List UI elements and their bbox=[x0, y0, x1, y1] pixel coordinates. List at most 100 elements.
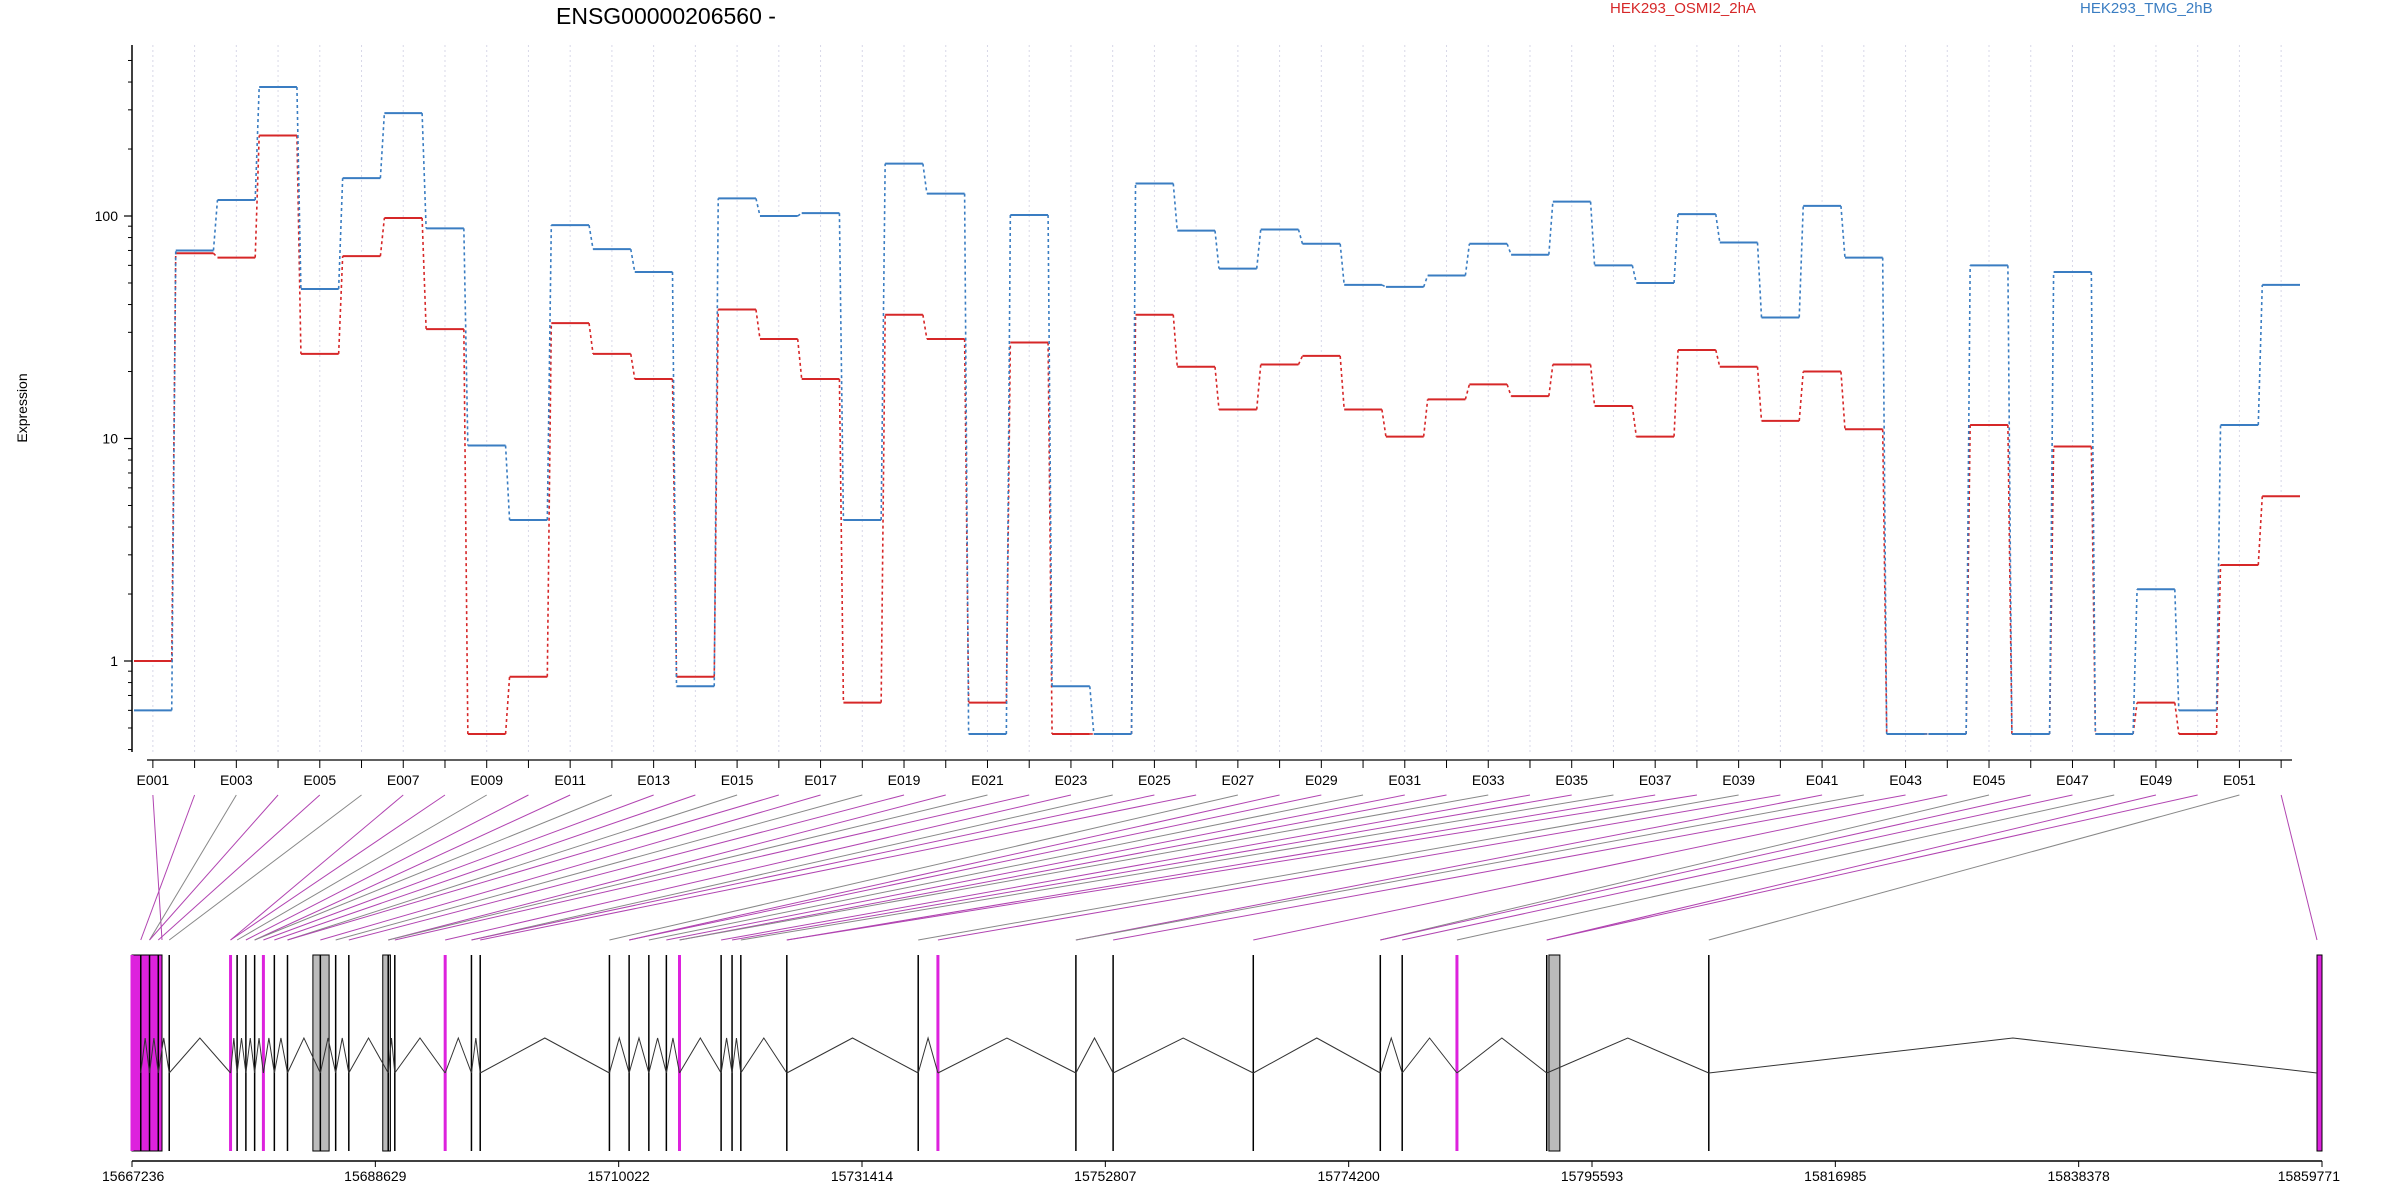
x-tick-label: E047 bbox=[2056, 772, 2089, 788]
series-connector bbox=[963, 338, 970, 703]
intron-line bbox=[648, 1037, 667, 1074]
series-connector bbox=[2048, 272, 2055, 734]
exon-connector bbox=[1380, 794, 1990, 941]
series-connector bbox=[1005, 215, 1012, 734]
series-connector bbox=[1381, 284, 1387, 288]
series-connector bbox=[1506, 384, 1512, 397]
exon-connector bbox=[648, 794, 1364, 941]
x-tick-label: E035 bbox=[1555, 772, 1588, 788]
exon-connector bbox=[335, 794, 863, 941]
exon-connector bbox=[274, 794, 696, 941]
series-connector bbox=[1339, 355, 1345, 410]
exon-connector bbox=[1253, 794, 1948, 941]
intron-line bbox=[230, 1037, 238, 1074]
x-tick-label: E007 bbox=[387, 772, 420, 788]
series-connector bbox=[337, 256, 344, 354]
series-connector bbox=[1714, 349, 1721, 367]
exon-connector bbox=[254, 794, 613, 941]
x-tick-label: E029 bbox=[1305, 772, 1338, 788]
series-connector bbox=[2132, 702, 2138, 735]
series-connector bbox=[838, 379, 845, 703]
series-connector bbox=[1673, 349, 1679, 437]
series-connector bbox=[1631, 265, 1638, 284]
series-connector bbox=[880, 314, 886, 703]
x-tick-label: E039 bbox=[1722, 772, 1755, 788]
x-tick-label: E037 bbox=[1639, 772, 1672, 788]
series-connector bbox=[1255, 229, 1262, 269]
x-tick-label: E041 bbox=[1806, 772, 1839, 788]
series-connector bbox=[713, 309, 720, 677]
exon-connector bbox=[287, 794, 738, 941]
exon-connector bbox=[731, 794, 1572, 941]
exon-connector bbox=[786, 794, 1656, 941]
intron-line bbox=[917, 1036, 939, 1074]
intron-line bbox=[444, 1036, 472, 1074]
x-tick-label: E017 bbox=[804, 772, 837, 788]
series-connector bbox=[1381, 409, 1387, 437]
genome-tick-label: 15838378 bbox=[2048, 1168, 2111, 1184]
x-tick-label: E019 bbox=[888, 772, 921, 788]
series-connector bbox=[671, 272, 678, 687]
exon-connector bbox=[445, 794, 1072, 941]
genome-tick-label: 15688629 bbox=[344, 1168, 407, 1184]
exon-connector bbox=[152, 794, 163, 941]
series-connector bbox=[463, 228, 469, 446]
series-connector bbox=[1756, 366, 1763, 421]
series-connector bbox=[1798, 371, 1805, 421]
series-connector bbox=[170, 250, 177, 711]
intron-line bbox=[608, 1036, 630, 1074]
exon-connector bbox=[629, 794, 1322, 941]
intron-line bbox=[319, 1037, 337, 1074]
series-connector bbox=[1047, 215, 1053, 687]
intron-line bbox=[470, 1037, 481, 1074]
x-tick-label: E051 bbox=[2223, 772, 2256, 788]
exon-block bbox=[1548, 954, 1561, 1152]
x-tick-label: E009 bbox=[470, 772, 503, 788]
exon-connector bbox=[721, 794, 1531, 941]
gene-model-track bbox=[130, 954, 2323, 1152]
exon-connector bbox=[140, 794, 196, 941]
exon-connector bbox=[679, 794, 1447, 941]
series-connector bbox=[963, 193, 970, 734]
series-connector bbox=[797, 212, 803, 217]
exon-connector bbox=[1708, 794, 2240, 941]
series-connector bbox=[379, 113, 386, 179]
x-tick-label: E045 bbox=[1973, 772, 2006, 788]
exon-connector bbox=[388, 794, 988, 941]
x-tick-label: E001 bbox=[137, 772, 170, 788]
legend-series-2: HEK293_TMG_2hB bbox=[2080, 0, 2213, 17]
series-connector bbox=[1589, 364, 1596, 407]
series-connector bbox=[629, 353, 636, 380]
series-connector bbox=[254, 86, 260, 201]
exon-connector bbox=[1402, 794, 2073, 941]
x-tick-label: E011 bbox=[554, 772, 586, 788]
series-connector bbox=[296, 135, 302, 354]
intron-line bbox=[740, 1037, 788, 1074]
x-tick-label: E025 bbox=[1138, 772, 1171, 788]
intron-line bbox=[1253, 1037, 1381, 1074]
intron-line bbox=[1708, 1037, 2318, 1074]
x-tick-label: E005 bbox=[303, 772, 336, 788]
intron-line bbox=[287, 1036, 321, 1074]
series-connector bbox=[2174, 702, 2180, 735]
genome-tick-label: 15667236 bbox=[102, 1168, 165, 1184]
series-connector bbox=[1339, 243, 1345, 286]
exon-block bbox=[382, 954, 391, 1152]
intron-line bbox=[394, 1037, 446, 1074]
series-connector bbox=[1798, 205, 1805, 318]
x-tick-label: E031 bbox=[1388, 772, 1421, 788]
series-connector bbox=[1548, 364, 1554, 397]
exon-connector bbox=[1546, 794, 2157, 941]
genome-tick-label: 15752807 bbox=[1074, 1168, 1137, 1184]
exon-connector bbox=[1075, 794, 1864, 941]
x-tick-label: E027 bbox=[1222, 772, 1255, 788]
intron-line bbox=[254, 1037, 264, 1074]
series-connector bbox=[1506, 243, 1512, 255]
series-connector bbox=[2257, 284, 2264, 426]
exon-connector bbox=[287, 794, 779, 941]
series-connector bbox=[1214, 230, 1220, 269]
series-connector bbox=[2090, 272, 2097, 734]
intron-line bbox=[387, 1037, 396, 1074]
intron-line bbox=[731, 1037, 742, 1074]
exon-connector bbox=[1075, 794, 1823, 941]
